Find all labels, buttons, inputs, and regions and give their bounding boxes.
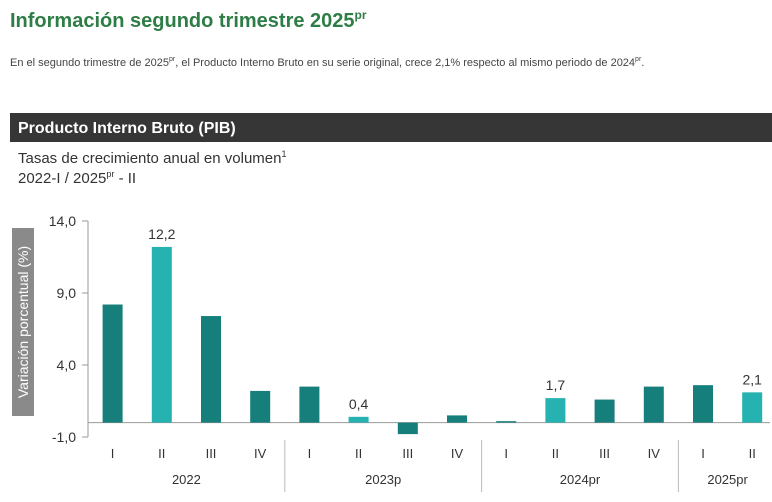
group-label: 2024pr bbox=[560, 472, 601, 487]
panel-header bbox=[10, 113, 772, 142]
x-tick-label: III bbox=[599, 446, 610, 461]
bar bbox=[348, 416, 369, 423]
period-sup: pr bbox=[106, 169, 114, 179]
bar bbox=[742, 392, 763, 423]
period: 2022-I / 2025pr - II bbox=[18, 169, 136, 187]
x-tick-label: I bbox=[701, 446, 705, 461]
panel-title: Producto Interno Bruto (PIB) bbox=[18, 120, 236, 137]
subtitle: Tasas de crecimiento anual en volumen1 bbox=[18, 149, 287, 167]
intro-text: En el segundo trimestre de 2025 bbox=[10, 57, 169, 69]
bar bbox=[250, 390, 271, 423]
bar bbox=[151, 246, 172, 423]
x-tick-label: I bbox=[504, 446, 508, 461]
y-tick-label: 9,0 bbox=[57, 285, 77, 301]
bar bbox=[643, 386, 664, 423]
x-tick-label: IV bbox=[254, 446, 267, 461]
bar bbox=[545, 398, 566, 423]
value-label: 0,4 bbox=[349, 396, 369, 412]
bar bbox=[594, 399, 615, 423]
bar bbox=[693, 385, 713, 423]
y-tick-label: 4,0 bbox=[57, 357, 77, 373]
x-tick-label: III bbox=[206, 446, 217, 461]
x-tick-label: IV bbox=[451, 446, 464, 461]
bar bbox=[447, 415, 467, 423]
y-tick-label: -1,0 bbox=[52, 429, 76, 445]
bar bbox=[397, 422, 418, 435]
x-tick-label: II bbox=[355, 446, 362, 461]
group-label: 2022 bbox=[172, 472, 201, 487]
period-text: 2022-I / 2025 bbox=[18, 170, 106, 187]
intro-text: . bbox=[641, 57, 644, 69]
period-text: - II bbox=[114, 170, 136, 187]
intro-text: , el Producto Interno Bruto en su serie … bbox=[175, 57, 635, 69]
bar bbox=[299, 386, 320, 423]
intro: En el segundo trimestre de 2025pr, el Pr… bbox=[10, 56, 644, 69]
y-tick-label: 14,0 bbox=[49, 213, 76, 229]
ylabel-box bbox=[12, 228, 34, 416]
intro-sup: pr bbox=[635, 56, 642, 63]
bar bbox=[201, 316, 221, 423]
subtitle-sup: 1 bbox=[281, 149, 286, 159]
x-tick-label: IV bbox=[648, 446, 661, 461]
x-tick-label: II bbox=[552, 446, 559, 461]
bar bbox=[102, 304, 123, 423]
x-tick-label: I bbox=[308, 446, 312, 461]
subtitle-text: Tasas de crecimiento anual en volumen bbox=[18, 150, 281, 167]
title-sup: pr bbox=[355, 8, 367, 22]
group-label: 2023p bbox=[365, 472, 401, 487]
x-tick-label: II bbox=[749, 446, 756, 461]
y-axis-label: Variación porcentual (%) bbox=[15, 246, 31, 398]
group-label: 2025pr bbox=[707, 472, 748, 487]
title-text: Información segundo trimestre 2025 bbox=[10, 10, 355, 32]
x-tick-label: III bbox=[402, 446, 413, 461]
x-tick-label: I bbox=[111, 446, 115, 461]
bar bbox=[496, 421, 517, 423]
value-label: 1,7 bbox=[546, 377, 566, 393]
value-label: 2,1 bbox=[742, 371, 762, 387]
intro-sup: pr bbox=[169, 56, 176, 63]
x-tick-label: II bbox=[158, 446, 165, 461]
value-label: 12,2 bbox=[148, 226, 175, 242]
page-title: Información segundo trimestre 2025pr bbox=[10, 8, 367, 32]
